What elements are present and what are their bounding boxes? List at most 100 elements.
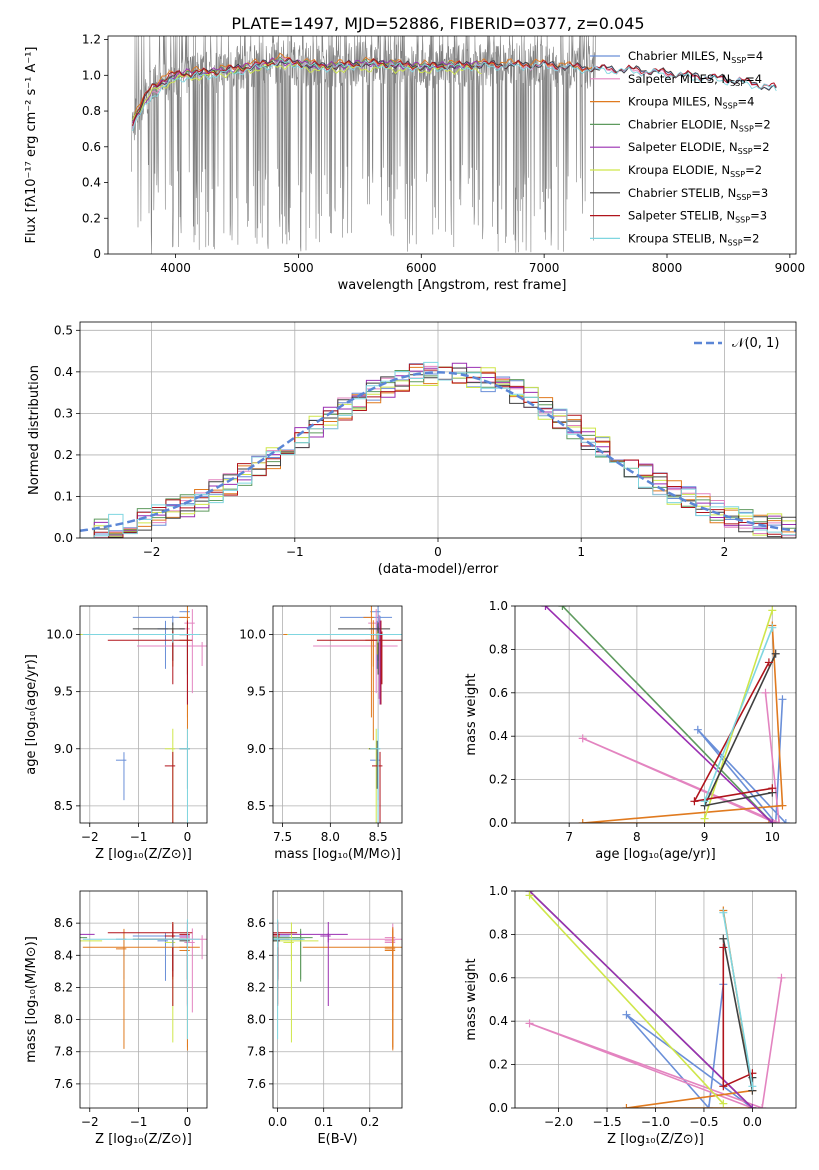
axes-age-vs-mass: 7.5 8.0 8.5 8.5 9.0 9.5 10.0 mass [log₁₀(M/M⊙)]: [239, 605, 403, 862]
gridlines: [515, 890, 796, 1109]
weight-line: [626, 910, 754, 1108]
axis: 7.5 8.0 8.5 8.5 9.0 9.5 10.0 mass [log₁₀(M/M⊙)]: [239, 605, 403, 862]
y-axis-label: mass weight: [464, 673, 479, 755]
legend-label: Salpeter MILES, NSSP=4: [628, 72, 762, 88]
weight-marker: [700, 797, 709, 806]
y-tick-label: 10.0: [239, 628, 266, 642]
plot-area: [80, 361, 796, 538]
x-tick-label: −2: [81, 830, 99, 844]
plot-area: [273, 919, 402, 1051]
residual-legend: 𝒩(0, 1): [694, 336, 779, 351]
weight-line: [528, 894, 724, 1105]
weight-marker: [704, 1104, 713, 1108]
y-tick-label: 8.0: [54, 1013, 73, 1027]
y-tick-label: 9.0: [247, 742, 266, 756]
weight-marker: [690, 797, 699, 806]
axes-frame: [107, 35, 797, 255]
weight-line: [703, 653, 777, 807]
axes-weight-vs-Z: −2.0 −1.5 −1.0 −0.5 0.0 0.0 0.2 0.4 0.6 0.8 1.0 Z […: [464, 884, 797, 1147]
y-tick-label: 7.8: [247, 1045, 266, 1059]
legend-subscript: SSP: [731, 56, 746, 65]
x-tick-label: 7: [565, 830, 573, 844]
y-tick-label: 0.8: [489, 927, 508, 941]
y-tick-label: 0.2: [489, 773, 508, 787]
y-tick-label: 0.4: [489, 1014, 508, 1028]
weight-marker: [768, 606, 777, 615]
y-tick-label: 9.5: [247, 685, 266, 699]
legend-value: =3: [751, 186, 768, 200]
plot-area: [131, 36, 777, 254]
legend-label: Chabrier ELODIE, NSSP=2: [628, 117, 771, 133]
y-tick-label: 0.0: [489, 816, 508, 830]
weight-line: [703, 627, 774, 802]
y-tick-label: 10.0: [46, 628, 73, 642]
y-tick-label: 1.0: [489, 599, 508, 613]
x-tick-label: −1.5: [592, 1115, 621, 1129]
weight-marker: [781, 819, 790, 823]
y-tick-label: 9.5: [54, 685, 73, 699]
y-tick-label: 0.3: [54, 406, 73, 420]
legend-label: 𝒩(0, 1): [732, 336, 779, 351]
y-tick-label: 8.4: [54, 948, 73, 962]
gridlines: [273, 606, 402, 823]
x-tick-label: 0.1: [314, 1115, 333, 1129]
y-tick-label: 8.5: [247, 799, 266, 813]
legend-subscript: SSP: [728, 238, 743, 247]
spectrum-data-curve: [131, 36, 596, 254]
legend-subscript: SSP: [723, 102, 738, 111]
x-tick-label: 9000: [775, 261, 806, 275]
y-tick-label: 8.2: [247, 980, 266, 994]
x-tick-label: −0.5: [689, 1115, 718, 1129]
legend-label: Chabrier STELIB, NSSP=3: [628, 186, 768, 202]
x-tick-label: −1.0: [641, 1115, 670, 1129]
axis: −2 −1 0 8.5 9.0 9.5 10.0 Z [log₁₀(Z/Z⊙)] age [lo…: [24, 605, 208, 862]
gridlines: [515, 605, 796, 824]
normal-curve: [80, 371, 796, 532]
plot-area: [283, 606, 402, 823]
weight-line: [544, 606, 773, 823]
axes-frame: [79, 605, 208, 824]
weight-line: [722, 912, 754, 1087]
y-tick-label: 8.2: [54, 980, 73, 994]
weight-marker: [768, 623, 777, 632]
legend-subscript: SSP: [739, 124, 754, 133]
legend-label: Kroupa ELODIE, NSSP=2: [628, 163, 762, 179]
x-axis-label: Z [log₁₀(Z/Z⊙)]: [95, 847, 192, 862]
weight-marker: [525, 1019, 534, 1028]
y-tick-label: 1.0: [489, 884, 508, 898]
x-tick-label: 8.5: [369, 830, 388, 844]
y-tick-label: 0.2: [82, 211, 101, 225]
x-tick-label: −2.0: [544, 1115, 573, 1129]
axis: −2 −1 0 7.6 7.8 8.0 8.2 8.4 8.6 Z [log₁₀(Z/Z⊙)] ma…: [24, 890, 208, 1147]
legend-subscript: SSP: [730, 79, 745, 88]
legend-subscript: SSP: [736, 193, 751, 202]
axis: 7 8 9 10 0.0 0.2 0.4 0.6 0.8 1.0 age [log₁₀(age/yr…: [464, 599, 797, 862]
weight-marker: [775, 819, 784, 823]
axis: 4000 5000 6000 7000 8000 9000 0 0.2 0.4 0.6 0.8 1.0…: [24, 33, 805, 293]
x-tick-label: 0.2: [360, 1115, 379, 1129]
x-axis-label: Z [log₁₀(Z/Z⊙)]: [95, 1132, 192, 1147]
gridlines: [80, 322, 796, 539]
weight-marker: [719, 943, 728, 952]
axes-frame: [514, 605, 797, 824]
legend-label: Kroupa MILES, NSSP=4: [628, 95, 754, 111]
y-axis-label: Normed distribution: [27, 365, 42, 495]
legend-value: =3: [750, 209, 767, 223]
x-tick-label: 0: [434, 545, 442, 559]
weight-marker: [525, 891, 534, 900]
axes-frame: [272, 890, 403, 1109]
weight-line: [582, 625, 784, 823]
y-tick-label: 9.0: [54, 742, 73, 756]
axis: 0.0 0.1 0.2 7.6 7.8 8.0 8.2 8.4 8.6 E(B-V): [247, 890, 403, 1147]
weight-marker: [622, 1104, 631, 1108]
x-tick-label: 9: [701, 830, 709, 844]
legend-subscript: SSP: [738, 147, 753, 156]
y-tick-label: 0.4: [54, 365, 73, 379]
weight-line: [722, 938, 754, 1091]
histogram-step: [80, 361, 796, 538]
legend-value: =2: [743, 231, 760, 245]
y-tick-label: 8.4: [247, 948, 266, 962]
axes-residuals: −2 −1 0 1 2 0.0 0.1 0.2 0.3 0.4 0.5 (data-model)/er…: [27, 321, 797, 577]
x-tick-label: −1: [286, 545, 304, 559]
weight-marker: [748, 1104, 757, 1108]
